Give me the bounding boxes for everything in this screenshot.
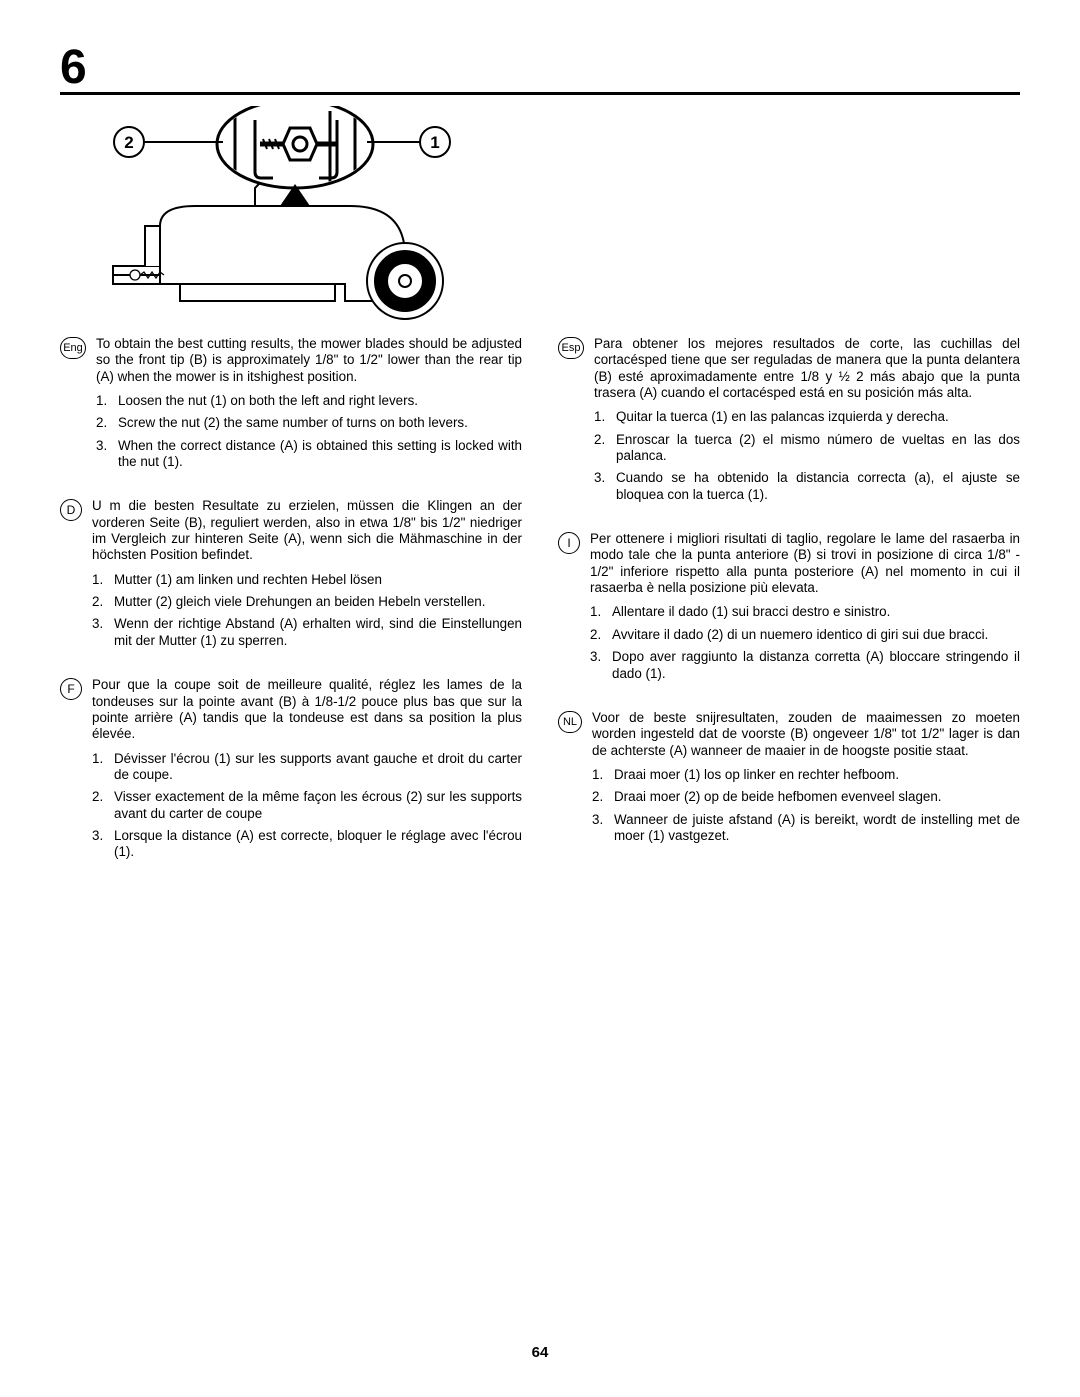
- step: Allentare il dado (1) sui bracci destro …: [612, 604, 890, 619]
- diagram-callout-2: 2: [124, 133, 133, 152]
- step: Mutter (1) am linken und rechten Hebel l…: [114, 572, 382, 587]
- step: Wenn der richtige Abstand (A) erhalten w…: [114, 616, 522, 647]
- lang-badge-d: D: [60, 499, 82, 521]
- block-nl: NL Voor de beste snijresultaten, zouden …: [558, 710, 1020, 850]
- step: Lorsque la distance (A) est correcte, bl…: [114, 828, 522, 859]
- step: Screw the nut (2) the same number of tur…: [118, 415, 468, 430]
- step: Enroscar la tuerca (2) el mismo número d…: [616, 432, 1020, 463]
- step: Visser exactement de la même façon les é…: [114, 789, 522, 820]
- steps-i: 1.Allentare il dado (1) sui bracci destr…: [590, 604, 1020, 681]
- steps-d: 1.Mutter (1) am linken und rechten Hebel…: [92, 572, 522, 649]
- intro-esp: Para obtener los mejores resultados de c…: [594, 336, 1020, 401]
- lang-badge-f: F: [60, 678, 82, 700]
- block-i: I Per ottenere i migliori risultati di t…: [558, 531, 1020, 688]
- step: When the correct distance (A) is obtaine…: [118, 438, 522, 469]
- lang-badge-nl: NL: [558, 711, 582, 733]
- step: Draai moer (1) los op linker en rechter …: [614, 767, 899, 782]
- steps-f: 1.Dévisser l'écrou (1) sur les supports …: [92, 751, 522, 861]
- intro-i: Per ottenere i migliori risultati di tag…: [590, 531, 1020, 596]
- step: Loosen the nut (1) on both the left and …: [118, 393, 418, 408]
- lang-badge-eng: Eng: [60, 337, 86, 359]
- step: Dévisser l'écrou (1) sur les supports av…: [114, 751, 522, 782]
- lang-badge-esp: Esp: [558, 337, 584, 359]
- step: Wanneer de juiste afstand (A) is bereikt…: [614, 812, 1020, 843]
- step: Quitar la tuerca (1) en las palancas izq…: [616, 409, 949, 424]
- step: Draai moer (2) op de beide hefbomen even…: [614, 789, 942, 804]
- step: Mutter (2) gleich viele Drehungen an bei…: [114, 594, 485, 609]
- right-column: Esp Para obtener los mejores resultados …: [558, 336, 1020, 889]
- left-column: Eng To obtain the best cutting results, …: [60, 336, 522, 889]
- lang-badge-i: I: [558, 532, 580, 554]
- diagram-callout-1: 1: [430, 133, 439, 152]
- intro-d: U m die besten Resultate zu erzielen, mü…: [92, 498, 522, 563]
- step: Cuando se ha obtenido la distancia corre…: [616, 470, 1020, 501]
- intro-f: Pour que la coupe soit de meilleure qual…: [92, 677, 522, 742]
- block-eng: Eng To obtain the best cutting results, …: [60, 336, 522, 476]
- content-columns: Eng To obtain the best cutting results, …: [60, 336, 1020, 889]
- step: Dopo aver raggiunto la distanza corretta…: [612, 649, 1020, 680]
- footer-page-number: 64: [0, 1344, 1080, 1361]
- intro-eng: To obtain the best cutting results, the …: [96, 336, 522, 385]
- block-f: F Pour que la coupe soit de meilleure qu…: [60, 677, 522, 866]
- mower-diagram: 2 1: [105, 106, 455, 326]
- header-rule: [60, 92, 1020, 95]
- step: Avvitare il dado (2) di un nuemero ident…: [612, 627, 988, 642]
- steps-nl: 1.Draai moer (1) los op linker en rechte…: [592, 767, 1020, 844]
- section-number: 6: [60, 40, 87, 95]
- block-d: D U m die besten Resultate zu erzielen, …: [60, 498, 522, 655]
- steps-esp: 1.Quitar la tuerca (1) en las palancas i…: [594, 409, 1020, 503]
- intro-nl: Voor de beste snijresultaten, zouden de …: [592, 710, 1020, 759]
- block-esp: Esp Para obtener los mejores resultados …: [558, 336, 1020, 509]
- steps-eng: 1.Loosen the nut (1) on both the left an…: [96, 393, 522, 470]
